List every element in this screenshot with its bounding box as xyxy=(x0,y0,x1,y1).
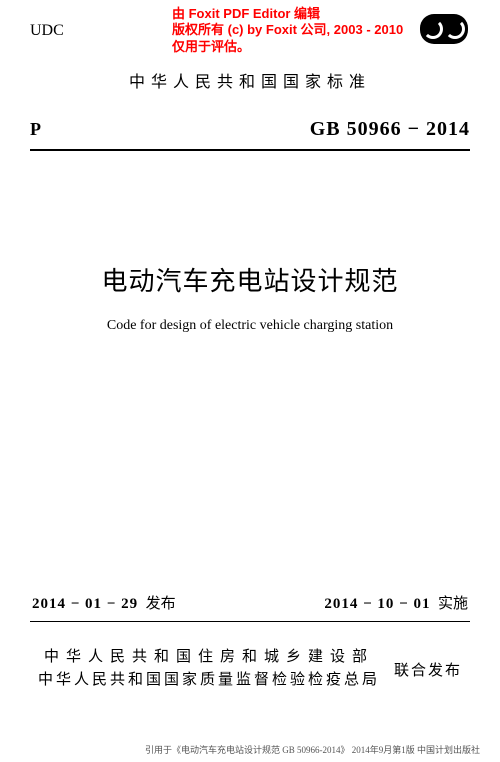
effective-block: 2014 − 10 − 01 实施 xyxy=(324,592,468,613)
p-classification: P xyxy=(30,119,41,140)
title-chinese: 电动汽车充电站设计规范 xyxy=(30,261,470,298)
publish-date: 2014 − 01 − 29 xyxy=(32,596,138,612)
logo-block xyxy=(420,20,470,44)
code-row: P GB 50966 − 2014 xyxy=(30,118,470,141)
publish-block: 2014 − 01 − 29 发布 xyxy=(32,592,176,613)
national-standard-label: 中华人民共和国国家标准 xyxy=(30,68,470,92)
publish-label: 发布 xyxy=(146,596,176,612)
document-page: 由 Foxit PDF Editor 编辑 版权所有 (c) by Foxit … xyxy=(0,0,500,762)
watermark-line: 由 Foxit PDF Editor 编辑 xyxy=(172,6,403,22)
watermark-line: 版权所有 (c) by Foxit 公司, 2003 - 2010 xyxy=(172,22,403,38)
divider-bottom xyxy=(30,621,470,622)
udc-label: UDC xyxy=(30,22,64,40)
effective-date: 2014 − 10 − 01 xyxy=(324,596,430,612)
issuers-block: 中华人民共和国住房和城乡建设部 中华人民共和国国家质量监督检验检疫总局 联合发布 xyxy=(30,646,470,693)
effective-label: 实施 xyxy=(438,596,468,612)
gb-code: GB 50966 − 2014 xyxy=(310,118,470,141)
foxit-watermark: 由 Foxit PDF Editor 编辑 版权所有 (c) by Foxit … xyxy=(172,6,403,55)
issuer-line: 中华人民共和国住房和城乡建设部 xyxy=(38,646,380,669)
watermark-line: 仅用于评估。 xyxy=(172,39,403,55)
divider-top xyxy=(30,149,470,151)
title-english: Code for design of electric vehicle char… xyxy=(30,318,470,334)
gb-logo-icon xyxy=(420,14,468,44)
joint-publish-label: 联合发布 xyxy=(394,659,462,680)
citation-footer: 引用于《电动汽车充电站设计规范 GB 50966-2014》 2014年9月第1… xyxy=(145,743,480,756)
issuer-names: 中华人民共和国住房和城乡建设部 中华人民共和国国家质量监督检验检疫总局 xyxy=(38,646,380,693)
dates-row: 2014 − 01 − 29 发布 2014 − 10 − 01 实施 xyxy=(30,592,470,613)
issuer-line: 中华人民共和国国家质量监督检验检疫总局 xyxy=(38,669,380,692)
